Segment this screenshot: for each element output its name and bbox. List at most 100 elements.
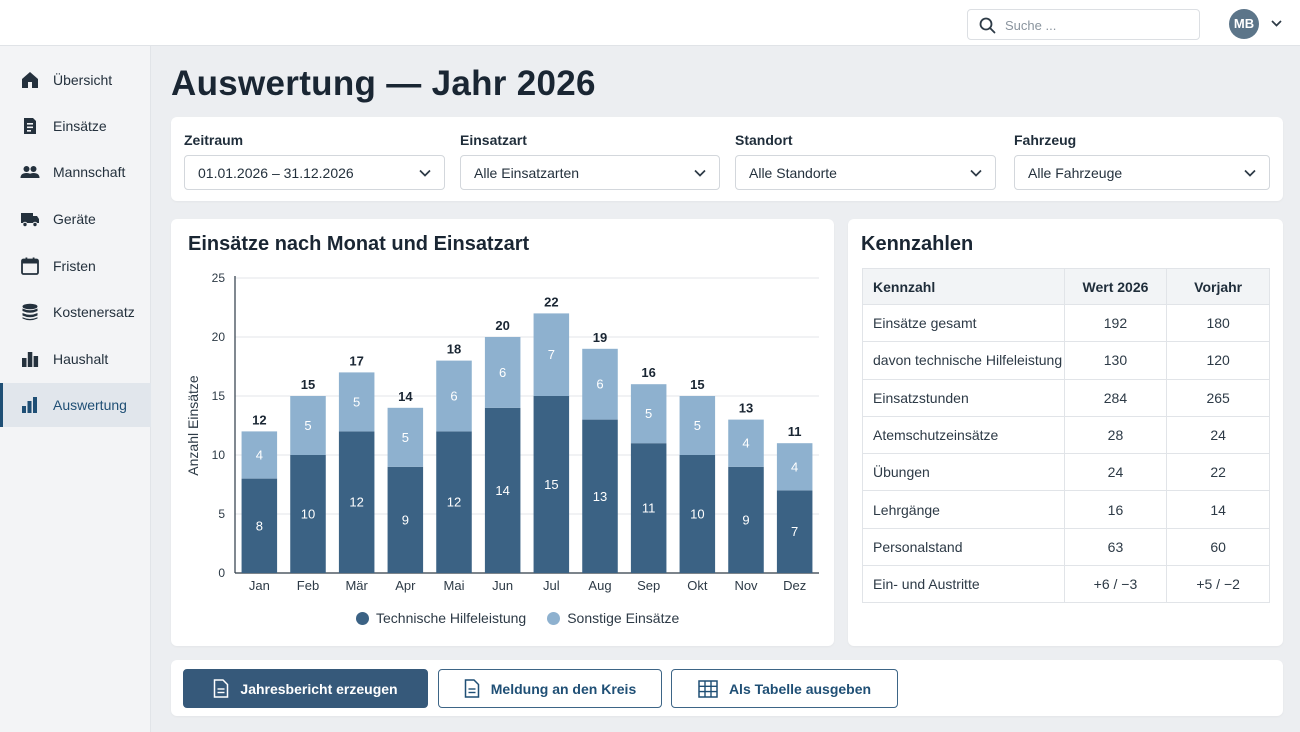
table-row: Atemschutzeinsätze 28 24 xyxy=(862,415,1270,455)
legend-label: Sonstige Einsätze xyxy=(567,610,680,626)
tabelle-button[interactable]: Als Tabelle ausgeben xyxy=(671,669,898,708)
bar-value-label: 5 xyxy=(694,418,701,433)
sidebar: Übersicht Einsätze Mannschaft Geräte Fri… xyxy=(0,46,151,732)
x-tick-label: Dez xyxy=(783,578,806,593)
bar-value-label: 9 xyxy=(742,512,749,527)
kpi-label-cell: davon technische Hilfeleistung xyxy=(862,341,1065,380)
sidebar-item-einsaetze[interactable]: Einsätze xyxy=(0,104,151,148)
bar-chart-icon xyxy=(22,352,39,367)
table-header-row: Kennzahl Wert 2026 Vorjahr xyxy=(862,268,1270,305)
filter-einsatzart: Einsatzart Alle Einsatzarten xyxy=(460,132,720,190)
table-row: Einsatzstunden 284 265 xyxy=(862,378,1270,417)
y-tick-label: 20 xyxy=(212,330,226,344)
kpi-value-cell: 130 xyxy=(1063,341,1168,380)
sidebar-item-label: Auswertung xyxy=(53,397,127,413)
x-tick-label: Mär xyxy=(345,578,368,593)
document-icon xyxy=(464,679,480,698)
x-tick-label: Mai xyxy=(444,578,465,593)
bar-segment-technische xyxy=(630,443,667,573)
bar-total-label: 15 xyxy=(301,377,315,392)
bar-segment-sonstige xyxy=(290,396,326,455)
search-box[interactable] xyxy=(967,9,1200,40)
bar-total-label: 15 xyxy=(690,377,704,392)
legend-label: Technische Hilfeleistung xyxy=(376,610,527,626)
table-icon xyxy=(698,679,718,698)
bar-segment-sonstige xyxy=(241,431,278,479)
jahresbericht-button[interactable]: Jahresbericht erzeugen xyxy=(183,669,428,708)
kpi-table: Kennzahl Wert 2026 Vorjahr Einsätze gesa… xyxy=(862,268,1270,604)
search-input[interactable] xyxy=(1005,15,1190,35)
meldung-button[interactable]: Meldung an den Kreis xyxy=(438,669,662,708)
bar-segment-sonstige xyxy=(484,337,521,408)
y-tick-label: 25 xyxy=(212,271,226,285)
bar-segment-technische xyxy=(776,490,813,573)
column-header: Wert 2026 xyxy=(1063,268,1168,305)
sidebar-item-fristen[interactable]: Fristen xyxy=(0,244,151,288)
x-tick-label: Feb xyxy=(297,578,319,593)
bar-segment-sonstige xyxy=(582,348,618,420)
sidebar-item-uebersicht[interactable]: Übersicht xyxy=(0,58,151,102)
legend-item-technische: Technische Hilfeleistung xyxy=(356,610,526,626)
action-bar: Jahresbericht erzeugen Meldung an den Kr… xyxy=(171,660,1283,716)
x-tick-label: Jul xyxy=(543,578,560,593)
top-bar: MB xyxy=(0,0,1300,46)
bar-value-label: 5 xyxy=(645,406,652,421)
coins-icon xyxy=(22,303,38,321)
avatar[interactable]: MB xyxy=(1229,9,1259,39)
bar-value-label: 8 xyxy=(256,518,263,533)
chevron-down-icon[interactable] xyxy=(1270,17,1283,30)
fahrzeug-select[interactable]: Alle Fahrzeuge xyxy=(1014,155,1270,190)
kpi-label-cell: Ein- und Austritte xyxy=(862,565,1065,604)
kpi-value-cell: 192 xyxy=(1063,303,1168,343)
bar-segment-technische xyxy=(533,396,570,573)
bar-segment-sonstige xyxy=(387,407,424,467)
kpi-prev-cell: +5 / −2 xyxy=(1166,565,1270,604)
bar-total-label: 18 xyxy=(447,342,461,357)
calendar-icon xyxy=(21,257,39,275)
legend-item-sonstige: Sonstige Einsätze xyxy=(547,610,679,626)
einsatzart-select[interactable]: Alle Einsatzarten xyxy=(460,155,720,190)
y-axis-label: Anzahl Einsätze xyxy=(185,375,201,476)
filter-panel: Zeitraum 01.01.2026 – 31.12.2026 Einsatz… xyxy=(171,117,1283,201)
x-tick-label: Sep xyxy=(637,578,660,593)
standort-select[interactable]: Alle Standorte xyxy=(735,155,996,190)
sidebar-item-geraete[interactable]: Geräte xyxy=(0,197,151,241)
select-value: Alle Fahrzeuge xyxy=(1028,165,1123,181)
bar-segment-technische xyxy=(436,431,472,573)
kpi-label-cell: Personalstand xyxy=(862,527,1065,567)
document-icon xyxy=(24,118,36,134)
y-tick-label: 15 xyxy=(212,389,226,403)
sidebar-item-label: Mannschaft xyxy=(53,164,126,180)
bar-value-label: 14 xyxy=(495,483,509,498)
table-row: Übungen 24 22 xyxy=(862,453,1270,492)
bar-value-label: 6 xyxy=(450,389,457,404)
sidebar-item-label: Haushalt xyxy=(53,351,109,367)
sidebar-item-label: Einsätze xyxy=(53,118,107,134)
sidebar-item-kostenersatz[interactable]: Kostenersatz xyxy=(0,290,151,334)
kpi-value-cell: +6 / −3 xyxy=(1063,565,1168,604)
bar-value-label: 4 xyxy=(256,448,263,463)
filter-fahrzeug: Fahrzeug Alle Fahrzeuge xyxy=(1014,132,1270,190)
kpi-prev-cell: 60 xyxy=(1166,527,1270,567)
column-header: Vorjahr xyxy=(1166,268,1270,305)
filter-label: Zeitraum xyxy=(184,132,244,148)
bar-total-label: 11 xyxy=(788,424,802,439)
kpi-label-cell: Übungen xyxy=(862,453,1065,492)
table-row: Einsätze gesamt 192 180 xyxy=(862,303,1270,343)
sidebar-item-mannschaft[interactable]: Mannschaft xyxy=(0,150,151,194)
bar-segment-technische xyxy=(728,466,764,573)
sidebar-item-haushalt[interactable]: Haushalt xyxy=(0,337,151,381)
home-icon xyxy=(22,72,38,88)
filter-label: Einsatzart xyxy=(460,132,527,148)
document-icon xyxy=(214,679,229,698)
table-row: Personalstand 63 60 xyxy=(862,527,1270,567)
table-row: davon technische Hilfeleistung 130 120 xyxy=(862,341,1270,380)
x-tick-label: Jan xyxy=(249,578,270,593)
bar-value-label: 6 xyxy=(596,377,603,392)
sidebar-item-auswertung[interactable]: Auswertung xyxy=(0,383,151,427)
kpi-prev-cell: 14 xyxy=(1166,490,1270,529)
bar-segment-sonstige xyxy=(679,396,716,455)
zeitraum-select[interactable]: 01.01.2026 – 31.12.2026 xyxy=(184,155,445,190)
bar-value-label: 4 xyxy=(791,459,798,474)
y-tick-label: 10 xyxy=(212,448,226,462)
